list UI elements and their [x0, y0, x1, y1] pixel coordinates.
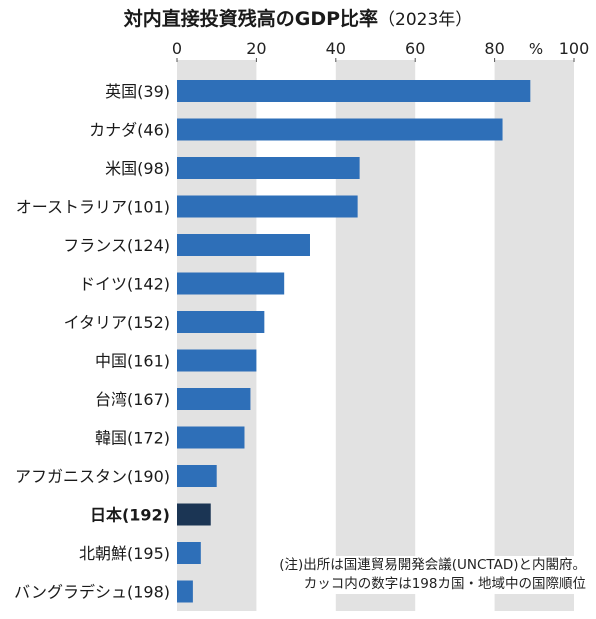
bar — [177, 542, 201, 564]
background-bands — [177, 60, 574, 611]
x-tick-label: 0 — [172, 39, 182, 58]
bar — [177, 580, 193, 603]
category-label: 米国(98) — [105, 159, 170, 178]
bar — [177, 195, 358, 218]
source-note: (注)出所は国連貿易開発会議(UNCTAD)と内閣府。 カッコ内の数字は198カ… — [275, 556, 586, 594]
bar — [177, 80, 531, 102]
category-label: イタリア(152) — [64, 313, 170, 332]
category-label: アフガニスタン(190) — [15, 467, 170, 486]
source-note-line1: (注)出所は国連貿易開発会議(UNCTAD)と内閣府。 — [279, 557, 586, 573]
x-axis-ticks: 0 20 40 60 80 100% — [172, 39, 589, 62]
category-label: 韓国(172) — [95, 429, 170, 448]
bars — [177, 80, 531, 603]
x-tick-label: 60 — [405, 39, 425, 58]
bar — [177, 426, 245, 449]
grid-band — [335, 60, 416, 611]
bar — [177, 503, 211, 526]
bar — [177, 388, 251, 410]
grid-band — [177, 60, 257, 611]
x-tick-label: 40 — [326, 39, 346, 58]
category-labels: 英国(39) カナダ(46) 米国(98) オーストラリア(101) フランス(124)… — [14, 82, 170, 602]
bar — [177, 157, 360, 179]
x-tick-label: 80 — [484, 39, 504, 58]
category-label: カナダ(46) — [89, 121, 170, 140]
bar — [177, 311, 265, 333]
category-label: 北朝鮮(195) — [79, 544, 170, 563]
category-label: バングラデシュ(198) — [14, 583, 170, 602]
bar — [177, 234, 310, 256]
bar — [177, 465, 217, 487]
category-label: フランス(124) — [63, 236, 170, 255]
chart-title: 対内直接投資残高のGDP比率（2023年） — [0, 4, 596, 31]
grid-band — [494, 60, 574, 611]
source-note-line2: カッコ内の数字は198カ国・地域中の国際順位 — [303, 576, 586, 592]
bar — [177, 118, 503, 141]
category-label: オーストラリア(101) — [16, 198, 170, 217]
category-label: 英国(39) — [105, 82, 170, 101]
category-label: 台湾(167) — [95, 390, 170, 409]
category-label: 中国(161) — [95, 352, 170, 371]
x-tick-label: 100 — [559, 39, 590, 58]
chart-title-main: 対内直接投資残高のGDP比率 — [123, 8, 379, 30]
bar — [177, 272, 285, 295]
category-label: 日本(192) — [90, 506, 170, 525]
chart-title-year: （2023年） — [378, 10, 473, 30]
category-label: ドイツ(142) — [79, 275, 170, 294]
x-unit-label: % — [529, 40, 543, 58]
x-tick-label: 20 — [246, 39, 266, 58]
bar — [177, 349, 257, 372]
